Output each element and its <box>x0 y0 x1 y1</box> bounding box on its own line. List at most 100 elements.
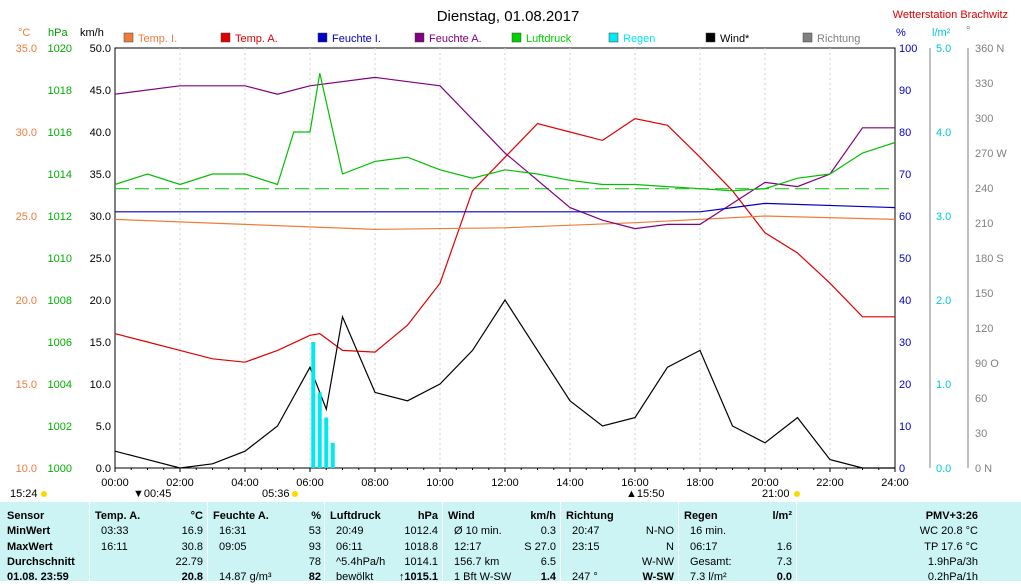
humidity-axis-tick-label: 60 <box>899 211 911 223</box>
humidity-axis-tick-label: 20 <box>899 379 911 391</box>
legend-swatch <box>414 32 425 43</box>
legend-swatch <box>608 32 619 43</box>
direction-axis-tick-label: 180 S <box>975 253 1004 265</box>
series-luftdruck-line <box>114 73 896 192</box>
rain-axis-tick-label: 2.0 <box>936 295 951 307</box>
humidity-axis-tick-label: 80 <box>899 127 911 139</box>
wind-axis-tick-label: 15.0 <box>90 337 111 349</box>
table-header-unit: hPa <box>417 510 438 522</box>
table-cell-value: W-SW <box>642 571 674 583</box>
table-header: Luftdruck <box>330 510 381 522</box>
rain-bar <box>330 442 335 468</box>
table-cell: Gesamt: <box>690 556 732 568</box>
legend-swatch <box>123 32 134 43</box>
temp-unit-label: °C <box>18 27 30 39</box>
table-cell: 16:11 <box>101 541 128 553</box>
rain-axis-tick-label: 4.0 <box>936 127 951 139</box>
table-cell-value: 22.79 <box>175 556 203 568</box>
wind-axis-tick-label: 45.0 <box>90 85 111 97</box>
legend-label: Luftdruck <box>526 33 572 45</box>
table-cell-value: W-NW <box>641 556 674 568</box>
table-cell: 23:15 <box>572 541 600 553</box>
table-cell: 7.3 l/m² <box>690 571 727 583</box>
pressure-axis-tick-label: 1016 <box>48 127 72 139</box>
pressure-axis-tick-label: 1020 <box>48 43 72 55</box>
direction-axis-tick-label: 210 <box>975 218 993 230</box>
humidity-axis-tick-label: 40 <box>899 295 911 307</box>
legend-label: Regen <box>623 33 655 45</box>
table-cell-value: S 27.0 <box>524 541 556 553</box>
legend-swatch <box>511 32 522 43</box>
table-cell-extra: 1.9hPa/3h <box>927 556 978 568</box>
sun-dot-icon <box>41 491 47 497</box>
direction-axis-tick-label: 60 <box>975 393 987 405</box>
legend-swatch <box>802 32 813 43</box>
table-cell-value: N-NO <box>645 525 674 537</box>
table-cell: 20:49 <box>336 525 364 537</box>
legend-label: Wind* <box>720 33 750 45</box>
pressure-axis-tick-label: 1002 <box>48 421 72 433</box>
pressure-axis-tick-label: 1004 <box>48 379 72 391</box>
temp-axis-tick-label: 10.0 <box>16 463 37 475</box>
legend-label: Temp. A. <box>235 33 278 45</box>
table-header: Wind <box>448 510 475 522</box>
table-row-label: MinWert <box>7 525 51 537</box>
rain-bar <box>324 417 329 468</box>
marker-sunrise-prefix: ▼00:45 <box>133 488 171 500</box>
table-cell: bewölkt <box>336 571 374 583</box>
temp-axis-tick-label: 35.0 <box>16 43 37 55</box>
pressure-axis-tick-label: 1008 <box>48 295 72 307</box>
table-header-unit: °C <box>190 510 203 522</box>
pressure-axis-tick-label: 1010 <box>48 253 72 265</box>
direction-unit-label: ° <box>966 25 970 37</box>
table-header: Sensor <box>7 510 45 522</box>
table-header: Regen <box>684 510 718 522</box>
station-name: Wetterstation Brachwitz <box>893 9 1008 21</box>
table-cell-value: 20.8 <box>181 571 203 583</box>
chart-legend: Temp. I. Temp. A. Feuchte I. Feuchte A. Luft… <box>123 32 860 45</box>
table-cell-value: N <box>666 541 674 553</box>
table-cell: 12:17 <box>454 541 482 553</box>
table-header: Temp. A. <box>95 510 141 522</box>
table-row-label: Durchschnitt <box>7 556 75 568</box>
humidity-axis-tick-label: 90 <box>899 85 911 97</box>
marker-start: 15:24 <box>10 488 38 500</box>
wind-axis-tick-label: 25.0 <box>90 253 111 265</box>
legend-label: Richtung <box>817 33 860 45</box>
wind-axis-tick-label: 50.0 <box>90 43 111 55</box>
direction-axis-tick-label: 150 <box>975 288 993 300</box>
temp-axis-tick-label: 25.0 <box>16 211 37 223</box>
series-wind-line <box>114 298 895 469</box>
wind-axis-tick-label: 40.0 <box>90 127 111 139</box>
wind-unit-label: km/h <box>80 27 104 39</box>
table-cell-value: 0.0 <box>776 571 792 583</box>
humidity-axis-tick-label: 0 <box>899 463 905 475</box>
pressure-axis-tick-label: 1018 <box>48 85 72 97</box>
table-cell-value: 1.4 <box>540 571 556 583</box>
table-cell: 06:17 <box>690 541 718 553</box>
direction-axis-tick-label: 240 <box>975 183 993 195</box>
table-cell: 247 ° <box>572 571 598 583</box>
humidity-axis-tick-label: 50 <box>899 253 911 265</box>
humidity-unit-label: % <box>896 27 906 39</box>
table-cell: 156.7 km <box>454 556 500 568</box>
series-feuchte-i-line <box>115 202 896 213</box>
table-header: Feuchte A. <box>213 510 269 522</box>
table-cell-value: 6.5 <box>540 556 556 568</box>
direction-axis-tick-label: 330 <box>975 78 993 90</box>
table-cell-value: 1012.4 <box>404 525 438 537</box>
table-cell: 03:33 <box>101 525 129 537</box>
time-markers: 15:24 ▼00:45 05:36 ▲15:50 21:00 <box>0 486 1021 502</box>
stats-table <box>0 502 1021 581</box>
table-cell-value: ↑1015.1 <box>398 571 438 583</box>
temp-axis-tick-label: 20.0 <box>16 295 37 307</box>
sunset-dot-icon <box>794 491 800 497</box>
series-temp-i-line <box>114 215 896 231</box>
wind-axis-tick-label: 0.0 <box>96 463 111 475</box>
table-cell-extra: TP 17.6 °C <box>924 541 978 553</box>
table-cell-extra: WC 20.8 °C <box>919 525 978 537</box>
table-cell: 06:11 <box>336 541 363 553</box>
table-header: Richtung <box>566 510 614 522</box>
humidity-axis-tick-label: 70 <box>899 169 911 181</box>
wind-axis-tick-label: 5.0 <box>96 421 111 433</box>
